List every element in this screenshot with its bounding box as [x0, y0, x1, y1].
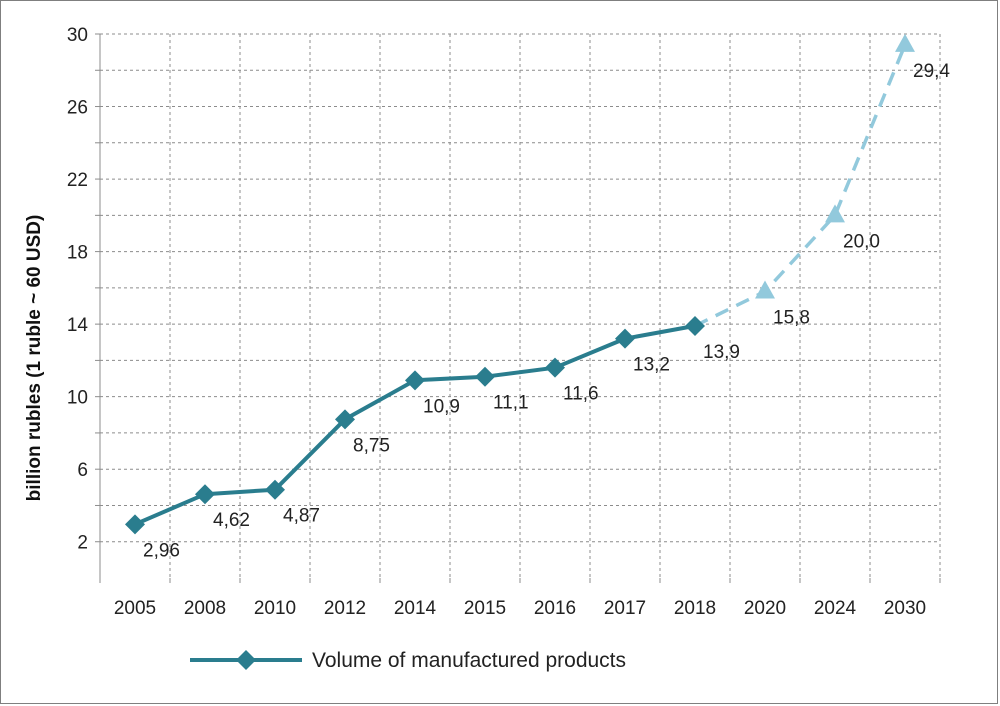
data-label: 4,87 — [283, 506, 320, 527]
triangle-point-marker — [895, 33, 915, 52]
y-tick-label: 2 — [77, 533, 88, 554]
x-tick-label: 2014 — [394, 598, 437, 619]
triangle-point-marker — [755, 280, 775, 299]
y-axis-label: billion rubles (1 ruble ~ 60 USD) — [24, 215, 45, 502]
x-tick-label: 2018 — [674, 598, 716, 619]
x-tick-label: 2016 — [534, 598, 576, 619]
x-tick-label: 2012 — [324, 598, 366, 619]
legend: Volume of manufactured products — [190, 649, 626, 672]
x-tick-label: 2020 — [744, 598, 786, 619]
diamond-point-marker — [265, 479, 285, 500]
data-label: 13,2 — [633, 355, 670, 376]
y-tick-label: 14 — [67, 315, 89, 336]
y-tick-label: 18 — [67, 243, 88, 264]
diamond-point-marker — [125, 514, 145, 535]
x-tick-label: 2015 — [464, 598, 506, 619]
diamond-point-marker — [545, 357, 565, 378]
series-markers — [125, 33, 915, 535]
data-label: 4,62 — [213, 510, 250, 531]
diamond-point-marker — [405, 370, 425, 391]
x-tick-label: 2017 — [604, 598, 646, 619]
x-tick-labels: 2005 2008 2010 2012 2014 2015 2016 2017 2018 2020… — [114, 598, 926, 619]
x-tick-label: 2005 — [114, 598, 156, 619]
data-label: 13,9 — [703, 342, 740, 363]
diamond-point-marker — [685, 315, 705, 336]
diamond-point-marker — [615, 328, 635, 349]
x-tick-label: 2008 — [184, 598, 226, 619]
diamond-point-marker — [195, 484, 215, 505]
legend-label: Volume of manufactured products — [312, 649, 626, 672]
diamond-point-marker — [475, 366, 495, 387]
actual-series-line — [134, 323, 696, 527]
data-label: 10,9 — [423, 396, 460, 417]
y-tick-label: 10 — [67, 388, 88, 409]
data-label: 20,0 — [843, 231, 880, 252]
data-labels: 2,96 4,62 4,87 8,75 10,9 11,1 11,6 13,2 13,9 15,8… — [143, 61, 950, 561]
legend-diamond-icon — [236, 650, 256, 670]
series-lines — [134, 44, 907, 527]
y-tick-label: 22 — [67, 170, 88, 191]
data-label: 2,96 — [143, 540, 180, 561]
triangle-point-marker — [825, 204, 845, 223]
data-label: 11,1 — [493, 393, 529, 414]
data-label: 11,6 — [563, 384, 599, 405]
data-label: 8,75 — [353, 435, 390, 456]
data-label: 15,8 — [773, 307, 810, 328]
data-label: 29,4 — [913, 61, 950, 82]
y-tick-label: 6 — [77, 460, 88, 481]
diamond-point-marker — [335, 409, 355, 430]
y-tick-label: 30 — [67, 25, 88, 46]
y-tick-label: 26 — [67, 98, 88, 119]
x-tick-label: 2030 — [884, 598, 926, 619]
x-tick-label: 2024 — [814, 598, 857, 619]
grid-lines — [100, 33, 941, 578]
axes — [95, 33, 941, 583]
x-tick-label: 2010 — [254, 598, 296, 619]
